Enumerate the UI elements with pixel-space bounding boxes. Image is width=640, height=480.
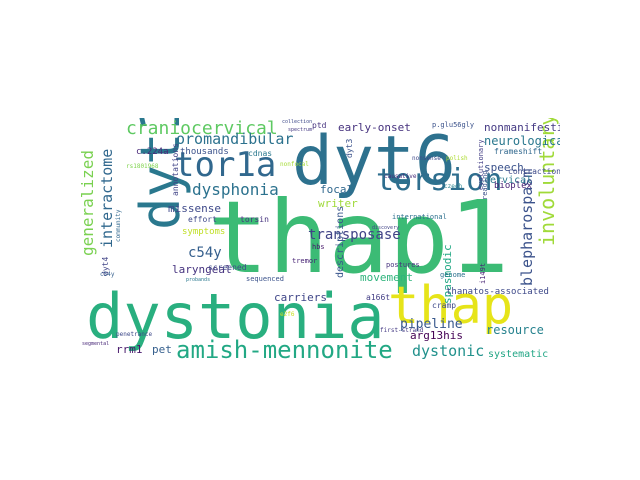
word-evolutionary: first-strand [380,327,424,334]
word-laryngeal: laryngeal [172,263,232,276]
word-identified: discovery [372,225,400,231]
word-torsion: torsion [376,163,503,198]
word-neurologically: neurologically [484,134,560,148]
word-rs1801968: e2f6 [280,311,295,318]
word-symptoms: symptoms [182,227,226,237]
word-c224a: c.224a [136,147,169,157]
word-frameshift: frameshift [494,147,543,156]
word-systematic: systematic [488,349,549,360]
word-segmental: penetrance [116,331,153,338]
word-hbs: hbs [312,243,325,251]
word-speech: speech [484,161,524,174]
word-p-glu56gly: i149t [479,262,487,284]
word-focal: focal [320,183,354,196]
word-postures: postures [386,261,420,269]
word-thousands: thousands [180,147,229,157]
word-causative: segmental [82,341,110,347]
word-torsin: torsin [240,215,269,224]
word-writer: writer [318,197,358,210]
word-nonmanifesting: nonmanifesting [484,121,560,134]
word-effort: effort [188,215,217,224]
word-oromandibular: oromandibular [176,130,294,148]
word-probands: nonfocal [280,161,309,168]
word-carriers: carriers [274,291,327,304]
word-nonfocal: community [115,209,122,242]
word-descriptions: descriptions [335,205,346,278]
word-reading: polish [446,155,468,162]
word-first-strand: rs1801968 [126,163,159,170]
word-generalized: generalized [80,150,97,256]
word-pet: pet [152,343,172,356]
word-a166t: a166t [366,293,391,302]
word-resource: resource [486,323,544,337]
word-dyt3: dyt3 [345,138,354,158]
word-thap: thap [388,276,514,336]
word-discovery: spectrum [288,127,313,133]
word-amish-mennonite: amish-mennonite [176,336,393,362]
word-ptd: ptd [312,121,327,130]
word-rrm1: rrm1 [116,343,143,356]
word-tor1a: tor1a [174,145,277,185]
word-thap1: thap1 [208,179,510,296]
word-bioplex: bioplex [494,181,532,191]
word-polish: nonsense [412,155,441,162]
word-cloud: thap1 dyt6 dystonia thap dyt1 torsion to… [80,118,560,362]
word-dyt6: dyt6 [292,122,456,201]
word-early-onset: early-onset [338,121,411,134]
word-interactome: interactome [98,148,116,248]
word-arg13his: arg13his [410,329,463,342]
word-missense: missense [168,202,221,215]
word-cramp: cramp [432,301,457,310]
word-penetrance: c54y [100,271,115,278]
word-craniocervical: craniocervical [126,118,278,139]
word-annotations: annotations [171,143,180,196]
word-genome: genome [440,271,466,279]
word-cdnas: cdnas [248,149,273,158]
word-tremor: tremor [292,257,318,265]
word-pipeline: pipeline [400,317,463,332]
word-czech: evolutionary [477,139,485,190]
word-dystonia: dystonia [86,280,385,353]
word-spectrum: collection [282,119,313,125]
word-dystonic: dystonic [412,342,485,360]
word-nonsense: causative [384,173,417,180]
word-sequenced: sequenced [246,275,284,283]
word-dysphonia: dysphonia [192,180,279,199]
word-community: czech [444,183,463,190]
word-thanatos-associated: thanatos-associated [446,287,549,297]
word-c54y: c54y [188,245,222,261]
word-screened: screened [208,263,247,272]
word-transposase: transposase [308,227,401,243]
word-e2f6: p.glu56gly [432,121,475,129]
word-cervical: cervical [484,175,533,186]
word-international: international [392,213,447,221]
word-collection: probands [186,277,211,283]
word-contractions: contractions [508,167,560,176]
word-movement: movement [360,271,413,284]
